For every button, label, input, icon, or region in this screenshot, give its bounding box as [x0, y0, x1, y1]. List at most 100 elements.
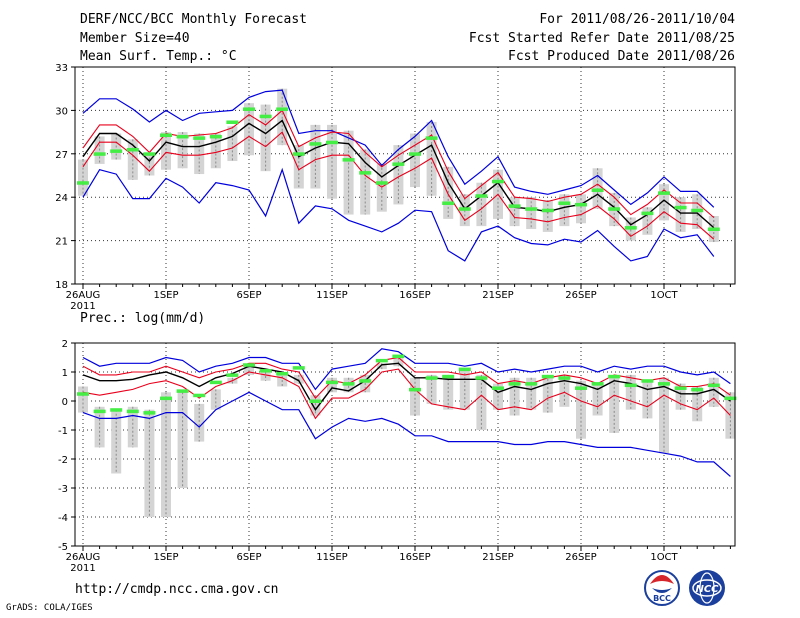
median-mark: [525, 382, 538, 386]
y-tick-label: -4: [58, 513, 68, 524]
member-size: Member Size=40: [80, 31, 190, 46]
median-mark: [392, 354, 405, 359]
median-mark: [375, 358, 388, 363]
ncc-logo-icon: [689, 570, 725, 606]
median-mark: [458, 367, 471, 372]
ncc-logo-text: NCC: [695, 584, 719, 595]
member-box: [310, 124, 321, 189]
member-box: [277, 372, 288, 387]
member-box: [78, 159, 88, 196]
median-mark: [409, 152, 421, 156]
median-mark: [707, 383, 720, 388]
bcc-logo-swirl: [652, 588, 672, 593]
median-mark: [126, 409, 139, 414]
x-tick-label: 26SEP: [565, 552, 596, 563]
median-mark: [608, 207, 621, 211]
median-mark: [392, 162, 405, 166]
y-tick-label: -2: [58, 455, 68, 466]
member-box: [708, 377, 719, 407]
precip-panel-label: Prec.: log(mm/d): [80, 311, 205, 326]
produced-date: Fcst Produced Date 2011/08/26: [508, 49, 735, 64]
ensemble-mean-line: [82, 362, 731, 411]
bcc-logo-text: BCC: [653, 594, 671, 603]
logos: BCC NCC: [644, 570, 725, 606]
median-mark: [492, 386, 504, 390]
member-box: [559, 374, 570, 407]
forecast-period: For 2011/08/26-2011/10/04: [539, 12, 735, 27]
median-mark: [359, 379, 372, 383]
x-tick-label: 26AUG: [66, 290, 101, 301]
y-tick-label: 27: [55, 150, 68, 161]
max-member-line: [82, 89, 715, 208]
median-mark: [143, 411, 156, 415]
x-tick-label: 11SEP: [316, 290, 347, 301]
median-mark: [326, 140, 338, 145]
median-mark: [425, 136, 438, 140]
median-mark: [442, 201, 455, 205]
x-tick-label: 6SEP: [236, 290, 261, 301]
median-mark: [243, 363, 255, 367]
member-box: [509, 197, 520, 227]
min-member-line: [82, 391, 731, 477]
median-mark: [707, 227, 720, 232]
member-box: [426, 374, 437, 404]
median-mark: [243, 107, 255, 111]
x-tick-label: 26AUG: [66, 552, 101, 563]
y-tick-label: 21: [55, 237, 68, 248]
y-tick-label: 30: [55, 106, 68, 117]
median-mark: [292, 152, 305, 156]
member-box: [194, 403, 205, 442]
median-mark: [309, 142, 322, 146]
member-box: [526, 197, 537, 230]
x-tick-label: 1OCT: [650, 552, 678, 563]
median-mark: [209, 380, 222, 385]
member-box: [310, 395, 321, 416]
median-mark: [475, 376, 488, 380]
median-mark: [442, 374, 455, 379]
median-mark: [641, 379, 654, 383]
y-tick-label: 1: [62, 368, 68, 379]
x-tick-label: 1OCT: [650, 290, 678, 301]
y-tick-label: 24: [55, 193, 68, 204]
member-box: [111, 409, 122, 474]
member-box: [576, 194, 586, 224]
member-box: [410, 377, 420, 416]
member-box: [327, 377, 337, 393]
member-box: [443, 166, 454, 219]
y-tick-label: 18: [55, 280, 68, 291]
median-mark: [193, 393, 206, 398]
y-tick-label: 0: [62, 397, 68, 408]
median-mark: [176, 134, 189, 139]
x-tick-label: 21SEP: [482, 290, 513, 301]
median-mark: [691, 208, 704, 213]
plot-frame: [74, 342, 736, 547]
median-mark: [93, 409, 106, 414]
member-box: [177, 132, 188, 169]
median-mark: [342, 382, 355, 386]
median-mark: [541, 374, 554, 379]
bcc-logo-swirl: [650, 575, 674, 584]
median-mark: [160, 396, 172, 401]
member-box: [476, 374, 487, 430]
median-mark: [674, 386, 687, 390]
median-mark: [126, 147, 139, 152]
median-mark: [624, 226, 637, 230]
median-mark: [409, 387, 421, 392]
median-mark: [359, 171, 372, 175]
member-box: [542, 200, 553, 232]
median-mark: [724, 396, 737, 401]
min-member-line: [82, 167, 715, 262]
y-tick-label: -3: [58, 484, 68, 495]
variable-label: Mean Surf. Temp.: °C: [80, 49, 237, 64]
median-mark: [658, 191, 670, 195]
median-mark: [508, 204, 521, 208]
member-box: [177, 392, 188, 488]
grads-credit: GrADS: COLA/IGES: [6, 603, 93, 613]
median-mark: [575, 202, 587, 207]
x-tick-label: 26SEP: [565, 290, 596, 301]
member-box: [509, 377, 520, 416]
footer-url[interactable]: http://cmdp.ncc.cma.gov.cn: [75, 582, 279, 597]
max-member-line: [82, 348, 731, 391]
member-box: [210, 389, 221, 410]
